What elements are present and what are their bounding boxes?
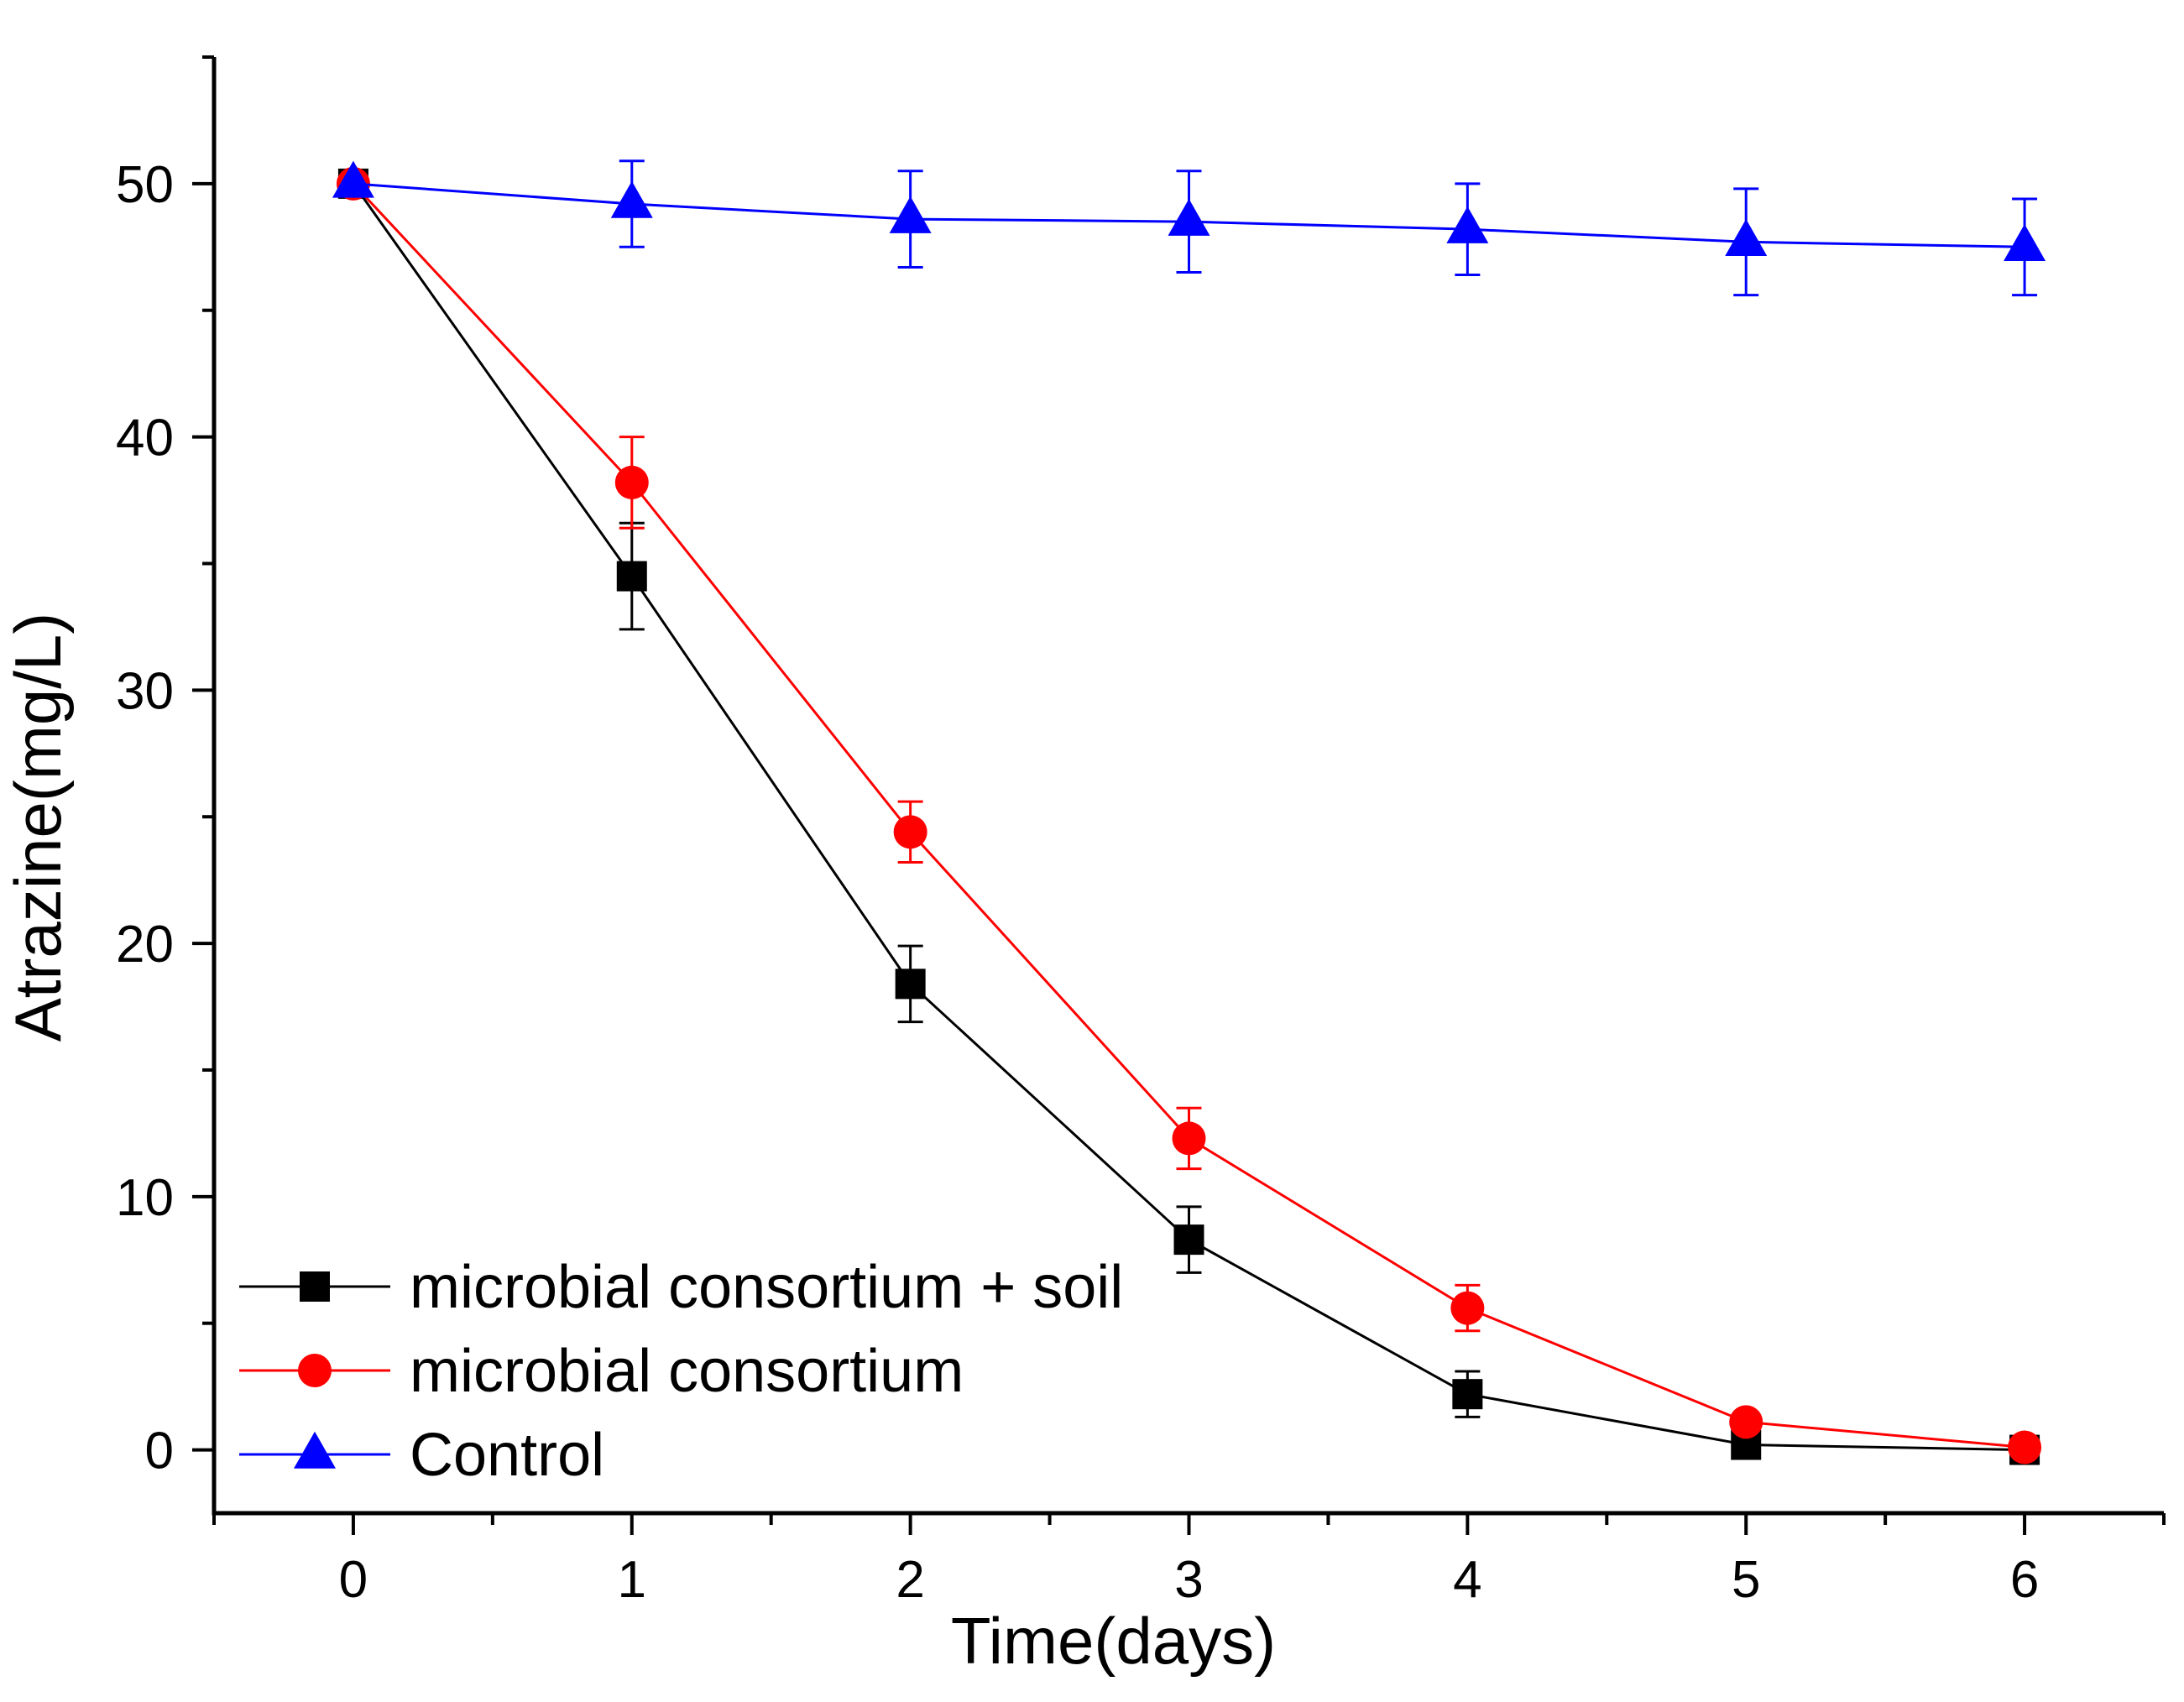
y-tick-label: 30	[116, 662, 174, 720]
legend-marker	[298, 1354, 332, 1387]
y-tick-label: 0	[145, 1423, 174, 1480]
data-point	[893, 815, 927, 849]
data-point	[614, 465, 649, 499]
x-tick-label: 4	[1453, 1551, 1481, 1609]
data-point	[1168, 198, 1210, 236]
legend-marker	[300, 1271, 330, 1302]
legend-item: microbial consortium + soil	[239, 1254, 1123, 1321]
y-tick-label: 10	[116, 1169, 174, 1227]
data-point	[1725, 218, 1768, 256]
data-point	[332, 160, 374, 198]
y-tick-label: 20	[116, 916, 174, 974]
data-point	[2008, 1430, 2042, 1464]
legend-label: microbial consortium + soil	[410, 1254, 1123, 1321]
x-tick-label: 5	[1732, 1551, 1760, 1609]
x-axis-title: Time(days)	[951, 1604, 1276, 1678]
y-axis-title: Atrazine(mg/L)	[1, 613, 75, 1042]
legend-label: Control	[410, 1422, 604, 1489]
y-tick-label: 40	[116, 410, 174, 467]
data-point	[1172, 1121, 1206, 1156]
x-tick-label: 2	[896, 1551, 924, 1609]
legend-marker	[294, 1431, 336, 1469]
data-point	[895, 968, 926, 1000]
legend-item: microbial consortium	[239, 1338, 964, 1405]
data-point	[616, 561, 647, 592]
series-3	[332, 159, 2046, 297]
x-tick-label: 6	[2010, 1551, 2039, 1609]
data-point	[889, 196, 932, 233]
data-point	[1729, 1405, 1763, 1439]
series-2	[336, 166, 2042, 1464]
data-point	[1173, 1224, 1204, 1256]
legend: microbial consortium + soil microbial con…	[239, 1254, 1123, 1489]
y-tick-label: 50	[116, 156, 174, 214]
data-point	[610, 180, 653, 218]
data-point	[1450, 1291, 1485, 1325]
data-point	[1452, 1379, 1483, 1410]
data-point	[1446, 206, 1489, 243]
axes: 0 1 2 3 4 5 6 0 10 20 30 40 50	[116, 55, 2166, 1609]
legend-item: Control	[239, 1422, 604, 1489]
data-point	[2004, 224, 2046, 262]
legend-label: microbial consortium	[410, 1338, 964, 1405]
x-tick-label: 1	[618, 1551, 646, 1609]
x-tick-label: 0	[339, 1551, 368, 1609]
series-layer	[332, 159, 2046, 1465]
x-tick-label: 3	[1174, 1551, 1203, 1609]
